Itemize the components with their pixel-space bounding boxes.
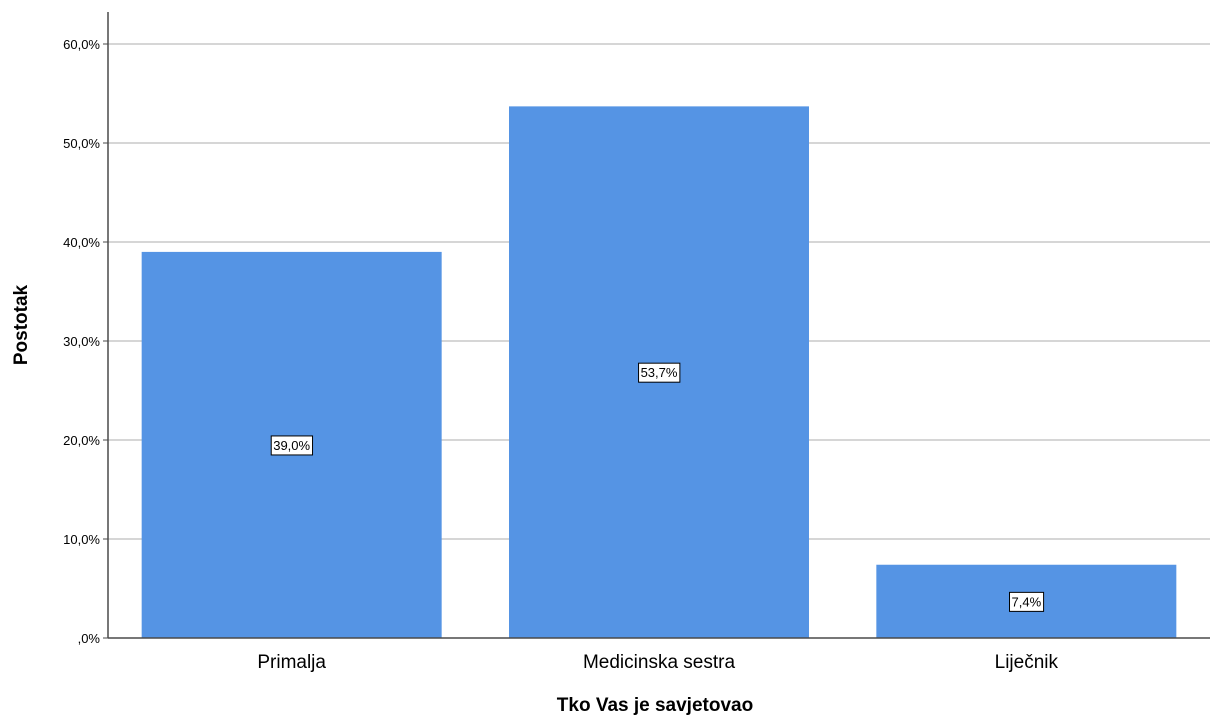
data-label-box bbox=[1009, 591, 1045, 612]
y-tick-label: 50,0% bbox=[63, 136, 100, 151]
y-tick-label: 40,0% bbox=[63, 235, 100, 250]
x-axis-title: Tko Vas je savjetovao bbox=[557, 695, 753, 716]
data-labels: 39,0% 53,7% 7,4% bbox=[270, 362, 1045, 612]
y-tick-label: ,0% bbox=[78, 631, 101, 646]
y-tick-label: 20,0% bbox=[63, 433, 100, 448]
x-tick-labels: Primalja Medicinska sestra Liječnik bbox=[257, 652, 1058, 673]
y-tick-labels: ,0% 10,0% 20,0% 30,0% 40,0% 50,0% 60,0% bbox=[63, 37, 108, 646]
data-label-box bbox=[638, 362, 681, 383]
data-label: 7,4% bbox=[1009, 591, 1045, 612]
y-tick-label: 60,0% bbox=[63, 37, 100, 52]
x-tick-label: Medicinska sestra bbox=[583, 652, 735, 673]
axes bbox=[107, 12, 1210, 639]
y-tick-label: 30,0% bbox=[63, 334, 100, 349]
data-label-text: 7,4% bbox=[1012, 594, 1042, 609]
data-label-text: 53,7% bbox=[641, 365, 678, 380]
data-label-box bbox=[270, 435, 314, 456]
y-tick-label: 10,0% bbox=[63, 532, 100, 547]
x-tick-label: Liječnik bbox=[995, 652, 1059, 673]
data-label: 39,0% bbox=[270, 435, 314, 456]
data-label: 53,7% bbox=[638, 362, 681, 383]
y-axis-title: Postotak bbox=[11, 284, 32, 365]
data-label-text: 39,0% bbox=[273, 438, 310, 453]
x-tick-label: Primalja bbox=[257, 652, 326, 673]
